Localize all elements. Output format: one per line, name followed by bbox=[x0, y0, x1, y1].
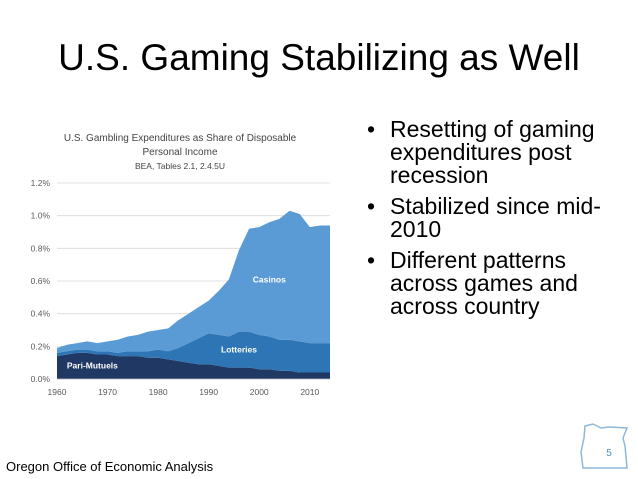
series-label-lotteries: Lotteries bbox=[221, 345, 257, 355]
y-tick-label: 1.2% bbox=[31, 178, 51, 188]
oregon-state-outline-icon bbox=[580, 423, 629, 469]
chart-subtitle: BEA, Tables 2.1, 2.4.5U bbox=[134, 161, 226, 171]
y-tick-label: 1.0% bbox=[31, 211, 51, 221]
x-tick-label: 1960 bbox=[48, 387, 67, 397]
x-tick-label: 2010 bbox=[300, 387, 319, 397]
series-label-pari-mutuels: Pari-Mutuels bbox=[67, 360, 118, 370]
area-lotteries bbox=[57, 331, 330, 373]
x-tick-label: 1980 bbox=[149, 387, 168, 397]
chart-title: U.S. Gambling Expenditures as Share of D… bbox=[63, 133, 297, 158]
y-tick-label: 0.8% bbox=[31, 243, 51, 253]
page-number: 5 bbox=[606, 448, 612, 459]
y-tick-label: 0.4% bbox=[31, 309, 51, 319]
bullet-list: • Resetting of gaming expenditures post r… bbox=[365, 118, 635, 326]
chart-container: U.S. Gambling Expenditures as Share of D… bbox=[10, 124, 340, 414]
series-label-casinos: Casinos bbox=[253, 274, 286, 284]
area-chart: 0.0% 0.2% 0.4% 0.6% 0.8% 1.0% 1.2% 1960 1970 1980… bbox=[31, 178, 330, 397]
bullet-dot-icon: • bbox=[367, 193, 376, 219]
slide-title: U.S. Gaming Stabilizing as Well bbox=[58, 37, 580, 78]
x-tick-label: 2000 bbox=[250, 387, 269, 397]
bullet-item: • Stabilized since mid-2010 bbox=[365, 195, 635, 241]
y-tick-label: 0.6% bbox=[31, 276, 51, 286]
bullet-dot-icon: • bbox=[367, 247, 376, 273]
y-tick-label: 0.0% bbox=[31, 374, 51, 384]
x-tick-label: 1970 bbox=[98, 387, 117, 397]
area-casinos bbox=[57, 210, 330, 353]
bullet-text: Stabilized since mid-2010 bbox=[390, 193, 601, 242]
bullet-text: Different patterns across games and acro… bbox=[390, 247, 578, 319]
footer-text: Oregon Office of Economic Analysis bbox=[6, 459, 214, 474]
area-pari-mutuels bbox=[57, 352, 330, 379]
bullet-item: • Resetting of gaming expenditures post r… bbox=[365, 118, 635, 187]
bullet-text: Resetting of gaming expenditures post re… bbox=[390, 116, 595, 188]
x-tick-label: 1990 bbox=[199, 387, 218, 397]
bullet-dot-icon: • bbox=[367, 116, 376, 142]
bullet-item: • Different patterns across games and acr… bbox=[365, 249, 635, 318]
y-tick-label: 0.2% bbox=[31, 341, 51, 351]
